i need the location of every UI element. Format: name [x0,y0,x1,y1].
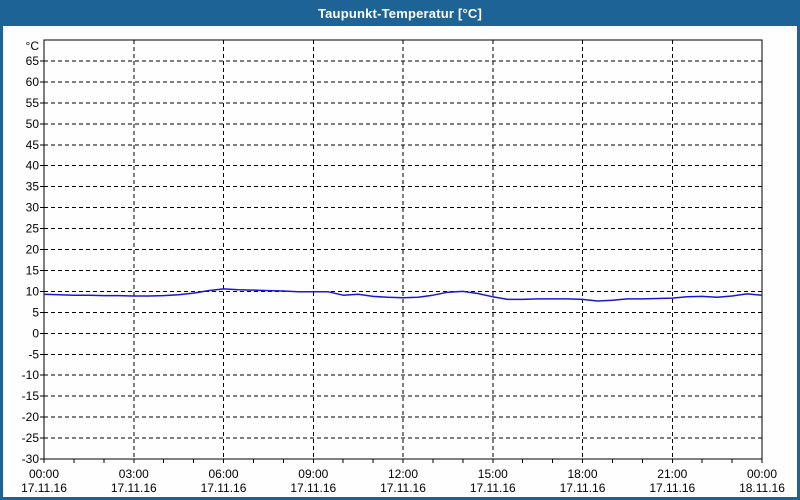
svg-text:00:00: 00:00 [29,467,59,481]
y-unit-label: °C [26,39,40,53]
svg-text:60: 60 [26,75,40,89]
svg-text:18.11.16: 18.11.16 [739,481,785,495]
svg-text:40: 40 [26,159,40,173]
svg-text:50: 50 [26,117,40,131]
svg-text:17.11.16: 17.11.16 [560,481,606,495]
svg-text:15:00: 15:00 [478,467,508,481]
svg-text:06:00: 06:00 [208,467,238,481]
y-gridlines [44,60,762,439]
svg-text:17.11.16: 17.11.16 [21,481,67,495]
svg-text:17.11.16: 17.11.16 [201,481,247,495]
plot-border [43,39,763,460]
svg-text:65: 65 [26,54,40,68]
svg-text:25: 25 [26,222,40,236]
svg-text:0: 0 [32,326,39,340]
svg-text:-25: -25 [22,431,40,445]
svg-text:17.11.16: 17.11.16 [111,481,157,495]
svg-text:17.11.16: 17.11.16 [380,481,426,495]
svg-text:10: 10 [26,284,40,298]
svg-text:-15: -15 [22,389,40,403]
dewpoint-line [43,288,763,302]
y-axis-labels: -30 -25 -20 -15 -10 -5 0 5 10 15 20 25 30 35 40 45 50 55 6… [22,39,40,466]
svg-text:09:00: 09:00 [298,467,328,481]
svg-text:17.11.16: 17.11.16 [290,481,336,495]
svg-text:03:00: 03:00 [119,467,149,481]
svg-text:-10: -10 [22,368,40,382]
svg-text:15: 15 [26,263,40,277]
svg-text:21:00: 21:00 [657,467,687,481]
svg-text:00:00: 00:00 [747,467,777,481]
svg-text:18:00: 18:00 [567,467,597,481]
window-title: Taupunkt-Temperatur [°C] [317,5,483,21]
svg-text:17.11.16: 17.11.16 [649,481,695,495]
x-axis-ticks [43,459,763,463]
svg-text:-20: -20 [22,410,40,424]
svg-text:45: 45 [26,138,40,152]
title-bar: Taupunkt-Temperatur [°C] [0,0,800,26]
svg-text:5: 5 [32,305,39,319]
svg-text:-30: -30 [22,452,40,466]
svg-text:12:00: 12:00 [388,467,418,481]
y-axis-ticks [40,60,44,460]
svg-text:17.11.16: 17.11.16 [470,481,516,495]
svg-text:35: 35 [26,180,40,194]
svg-text:20: 20 [26,243,40,257]
svg-text:55: 55 [26,96,40,110]
x-axis-labels: 00:0017.11.1603:0017.11.1606:0017.11.160… [21,467,785,495]
svg-text:30: 30 [26,201,40,215]
svg-text:-5: -5 [28,347,39,361]
